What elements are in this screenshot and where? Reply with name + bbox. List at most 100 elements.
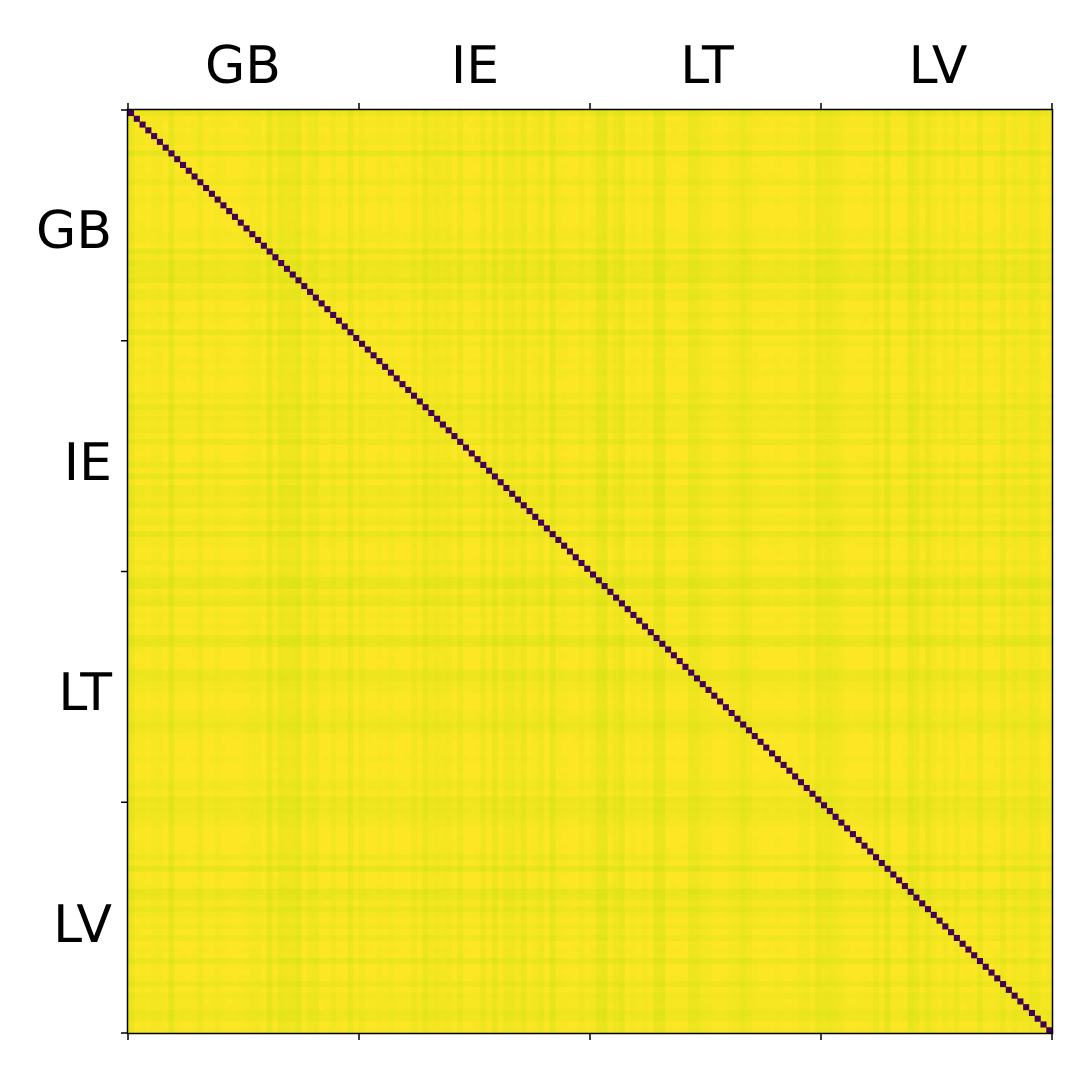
heatmap-cell: [203, 196, 210, 203]
heatmap-cell: [1017, 127, 1024, 134]
heatmap-cell: [965, 277, 972, 284]
heatmap-cell: [566, 248, 573, 255]
heatmap-cell: [740, 133, 747, 140]
heatmap-cell: [930, 196, 937, 203]
heatmap-cell: [428, 334, 435, 342]
heatmap-cell: [942, 161, 949, 168]
heatmap-cell: [289, 323, 296, 330]
heatmap-cell: [497, 150, 504, 157]
heatmap-cell: [948, 277, 955, 284]
heatmap-cell: [289, 138, 296, 145]
heatmap-cell: [976, 231, 984, 238]
heatmap-cell: [844, 294, 851, 301]
heatmap-cell: [128, 173, 135, 180]
heatmap-cell: [884, 288, 891, 295]
heatmap-cell: [162, 110, 169, 117]
heatmap-cell: [422, 300, 429, 307]
heatmap-cell: [197, 150, 204, 157]
heatmap-cell: [428, 115, 435, 122]
heatmap-cell: [688, 231, 695, 238]
heatmap-cell: [826, 213, 833, 220]
heatmap-cell: [370, 179, 377, 186]
heatmap-cell: [763, 271, 770, 278]
heatmap-cell: [359, 288, 366, 295]
heatmap-cell: [590, 144, 597, 151]
heatmap-cell: [439, 156, 446, 163]
heatmap-cell: [462, 133, 470, 140]
heatmap-cell: [260, 294, 267, 301]
heatmap-cell: [872, 161, 880, 168]
heatmap-cell: [555, 317, 562, 324]
heatmap-cell: [439, 306, 446, 313]
heatmap-cell: [214, 329, 221, 336]
heatmap-cell: [133, 179, 140, 186]
heatmap-cell: [434, 242, 441, 249]
heatmap-cell: [532, 317, 539, 324]
heatmap-cell: [162, 329, 169, 336]
heatmap-cell: [1000, 306, 1007, 313]
heatmap-cell: [618, 259, 625, 267]
heatmap-cell: [832, 277, 839, 284]
heatmap-cell: [318, 121, 325, 128]
heatmap-cell: [526, 329, 533, 336]
heatmap-cell: [942, 219, 949, 226]
heatmap-cell: [994, 265, 1001, 272]
heatmap-cell: [647, 265, 654, 272]
heatmap-cell: [769, 150, 776, 157]
heatmap-cell: [769, 231, 776, 238]
heatmap-cell: [1028, 259, 1035, 267]
heatmap-cell: [255, 329, 262, 336]
heatmap-cell: [896, 329, 903, 336]
heatmap-cell: [312, 156, 319, 163]
heatmap-cell: [330, 294, 337, 301]
heatmap-cell: [353, 133, 360, 140]
heatmap-cell: [953, 133, 960, 140]
heatmap-cell: [676, 150, 683, 157]
heatmap-cell: [705, 225, 712, 232]
heatmap-cell: [278, 115, 285, 122]
heatmap-cell: [191, 277, 198, 284]
heatmap-cell: [532, 283, 539, 290]
heatmap-cell: [283, 334, 291, 342]
heatmap-cell: [936, 259, 943, 267]
heatmap-cell: [347, 138, 354, 145]
heatmap-cell: [630, 236, 637, 243]
heatmap-cell: [231, 110, 239, 117]
heatmap-cell: [283, 254, 291, 261]
heatmap-cell: [613, 329, 620, 336]
heatmap-cell: [168, 133, 175, 140]
heatmap-cell: [272, 144, 279, 151]
heatmap-cell: [174, 259, 181, 267]
heatmap-cell: [393, 329, 400, 336]
heatmap-cell: [1028, 300, 1035, 307]
heatmap-cell: [174, 340, 181, 347]
heatmap-cell: [272, 340, 279, 347]
heatmap-cell: [156, 231, 163, 238]
heatmap-cell: [1000, 213, 1007, 220]
heatmap-cell: [930, 334, 937, 342]
heatmap-cell: [549, 265, 556, 272]
heatmap-cell: [174, 236, 181, 243]
heatmap-cell: [480, 259, 487, 267]
heatmap-cell: [422, 213, 429, 220]
heatmap-cell: [832, 150, 839, 157]
heatmap-cell: [688, 265, 695, 272]
heatmap-cell: [792, 288, 799, 295]
heatmap-cell: [474, 173, 481, 180]
heatmap-cell: [884, 259, 891, 267]
heatmap-cell: [809, 231, 816, 238]
heatmap-cell: [861, 271, 868, 278]
heatmap-cell: [185, 225, 192, 232]
heatmap-cell: [919, 242, 926, 249]
heatmap-cell: [815, 133, 822, 140]
heatmap-cell: [884, 219, 891, 226]
heatmap-cell: [976, 248, 984, 255]
heatmap-cell: [434, 306, 441, 313]
heatmap-cell: [214, 254, 221, 261]
heatmap-cell: [382, 248, 389, 255]
heatmap-cell: [133, 138, 140, 145]
heatmap-cell: [872, 115, 880, 122]
heatmap-cell: [699, 179, 706, 186]
heatmap-cell: [208, 231, 215, 238]
heatmap-cell: [942, 283, 949, 290]
